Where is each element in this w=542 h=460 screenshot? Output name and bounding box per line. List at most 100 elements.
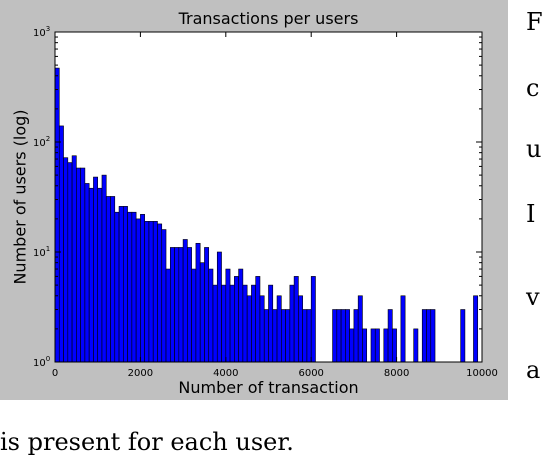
x-tick-label: 2000 [128, 368, 153, 379]
histogram-bar [234, 276, 239, 363]
histogram-bar [67, 162, 73, 363]
histogram-bar [123, 206, 128, 363]
histogram-bar [370, 328, 376, 363]
side-text-line-6: a [526, 356, 541, 384]
y-tick-label: 101 [33, 245, 50, 259]
histogram-bar [298, 295, 303, 363]
histogram-bar [105, 196, 111, 363]
histogram-bar [58, 125, 64, 363]
histogram-bar [430, 309, 436, 363]
histogram-bar [88, 187, 94, 363]
histogram-bar [135, 218, 141, 363]
histogram-bar [208, 268, 214, 363]
y-tick-label: 103 [33, 25, 50, 39]
histogram-bar [161, 229, 167, 363]
histogram-bar [460, 309, 466, 363]
histogram-bar [152, 221, 158, 363]
histogram-bar [340, 309, 346, 363]
histogram-bar [229, 284, 235, 363]
histogram-bar [221, 284, 227, 363]
x-tick-label: 0 [52, 368, 58, 379]
histogram-bar [285, 309, 291, 363]
histogram-bar [71, 155, 77, 363]
histogram-bar [255, 276, 261, 363]
histogram-bar [97, 187, 103, 363]
histogram-bar [289, 284, 295, 363]
histogram-bar [182, 239, 188, 363]
histogram-bar [63, 157, 69, 363]
y-tick-label: 100 [33, 355, 50, 369]
histogram-bar [140, 214, 145, 363]
histogram-bar [225, 268, 231, 363]
histogram-bar [148, 221, 154, 363]
histogram-bar [421, 309, 427, 363]
histogram-bar [251, 284, 256, 363]
histogram-bar [362, 328, 368, 363]
histogram-bar [110, 196, 116, 363]
side-text-line-3: u [526, 135, 542, 163]
histogram-bar [263, 309, 269, 363]
histogram-bar [191, 268, 197, 363]
bars-group [54, 67, 479, 363]
side-text-line-1: F [526, 8, 542, 36]
caption-text: is present for each user. [0, 428, 294, 456]
histogram-bar [293, 276, 299, 363]
histogram-bar [426, 309, 432, 363]
histogram-bar [195, 242, 201, 363]
histogram-bar [473, 295, 479, 363]
histogram-bar [216, 251, 222, 363]
histogram-bar [54, 67, 60, 363]
x-tick-label: 4000 [213, 368, 238, 379]
histogram-bar [374, 328, 380, 363]
histogram-bar [204, 247, 210, 363]
histogram-bar [76, 167, 81, 363]
histogram-bar [392, 328, 397, 363]
histogram-figure: 0 2000 4000 6000 8000 10000 100 101 102 103 Trans… [0, 0, 508, 400]
ticks-group: 0 2000 4000 6000 8000 10000 100 101 102 103 [33, 25, 498, 379]
histogram-bar [276, 295, 282, 363]
histogram-bar [383, 328, 389, 363]
histogram-bar [242, 284, 248, 363]
histogram-bar [310, 276, 316, 363]
histogram-bar [306, 309, 312, 363]
histogram-bar [246, 295, 252, 363]
histogram-bar [131, 211, 137, 363]
histogram-bar [268, 284, 274, 363]
histogram-bar [357, 295, 363, 363]
histogram-bar [80, 167, 86, 363]
side-text-line-4: I [526, 200, 536, 228]
histogram-bar [93, 176, 99, 363]
histogram-bar [349, 328, 355, 363]
histogram-bar [101, 174, 107, 363]
histogram-bar [212, 284, 218, 363]
histogram-bar [302, 309, 308, 363]
histogram-bar [387, 309, 393, 363]
histogram-bar [187, 247, 192, 363]
histogram-bar [84, 183, 90, 363]
histogram-bar [178, 247, 184, 363]
histogram-bar [413, 328, 419, 363]
histogram-bar [272, 309, 278, 363]
histogram-bar [174, 247, 180, 363]
y-axis-label: Number of users (log) [11, 109, 30, 284]
histogram-bar [400, 295, 406, 363]
histogram-bar [165, 268, 171, 363]
histogram-bar [144, 221, 150, 363]
histogram-bar [114, 211, 120, 363]
histogram-bar [281, 309, 286, 363]
x-tick-label: 6000 [298, 368, 323, 379]
histogram-bar [336, 309, 342, 363]
x-tick-label: 8000 [384, 368, 409, 379]
side-text-line-5: v [526, 283, 540, 311]
histogram-bar [169, 247, 175, 363]
histogram-bar [157, 223, 163, 363]
histogram-bar [127, 211, 133, 363]
histogram-bar [332, 309, 338, 363]
y-tick-label: 102 [33, 135, 50, 149]
chart-title: Transactions per users [178, 9, 359, 28]
plot-frame [54, 31, 483, 363]
histogram-bar [353, 309, 359, 363]
x-axis-label: Number of transaction [178, 378, 358, 397]
histogram-bar [199, 262, 205, 363]
histogram-bar [345, 309, 350, 363]
